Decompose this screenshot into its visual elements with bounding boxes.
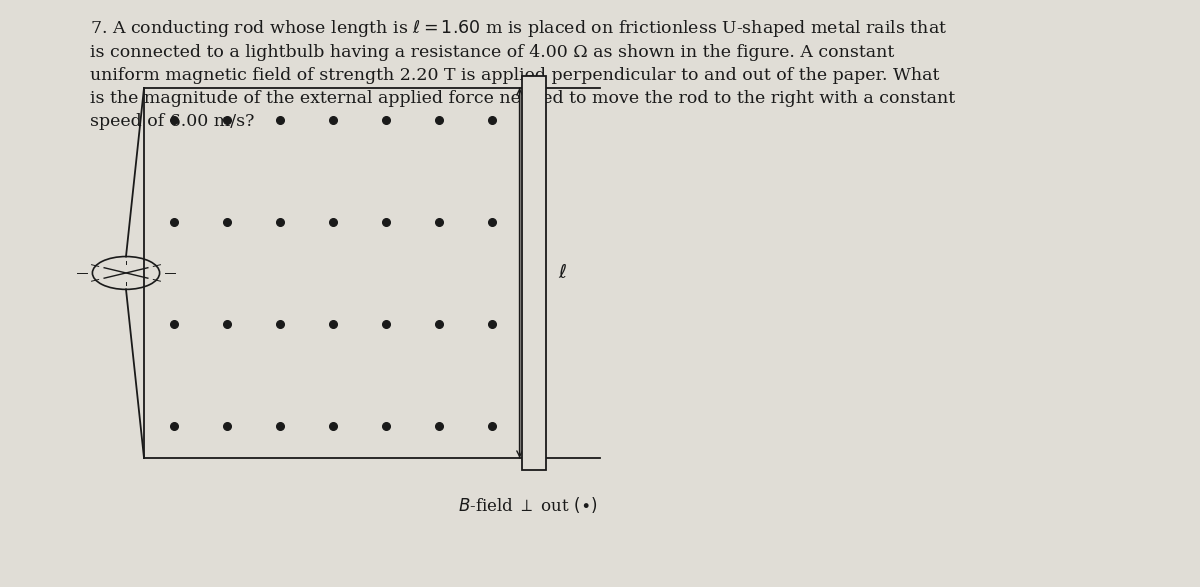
Bar xyxy=(522,76,546,470)
Text: $\ell$: $\ell$ xyxy=(558,264,568,282)
Text: $B$-field $\perp$ out $(\bullet)$: $B$-field $\perp$ out $(\bullet)$ xyxy=(458,495,598,515)
Text: 7. A conducting rod whose length is $\ell = 1.60$ m is placed on frictionless U-: 7. A conducting rod whose length is $\el… xyxy=(90,18,955,130)
